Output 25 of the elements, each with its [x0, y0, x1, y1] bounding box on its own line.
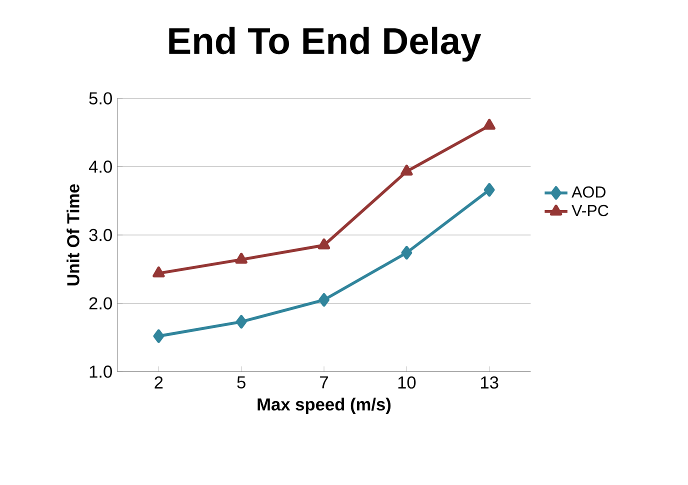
y-tick-label: 1.0	[90, 366, 112, 378]
point	[236, 314, 247, 329]
point	[153, 329, 164, 343]
y-tick-label: 4.0	[88, 160, 112, 173]
x-tick-label: 13	[481, 376, 498, 389]
x-tick-label: 2	[154, 376, 163, 388]
point	[400, 164, 413, 176]
point	[318, 293, 330, 307]
chart-title: End To End Delay	[169, 26, 482, 62]
x-axis-title: Max speed (m/s)	[258, 398, 391, 414]
legend-label: AOD	[572, 186, 606, 198]
x-tick-label: 7	[320, 376, 328, 388]
point	[318, 238, 330, 250]
legend-label: V-PC	[572, 204, 608, 216]
point	[401, 246, 412, 260]
point	[152, 266, 165, 278]
y-tick-label: 5.0	[89, 92, 112, 104]
x-tick-label: 5	[237, 376, 246, 388]
point	[235, 252, 248, 264]
point	[484, 183, 495, 197]
y-axis-title: Unit Of Time	[66, 184, 80, 286]
x-tick-label: 10	[398, 376, 416, 389]
y-tick-label: 2.0	[89, 297, 112, 310]
point	[483, 118, 496, 130]
y-tick-label: 3.0	[89, 228, 112, 242]
